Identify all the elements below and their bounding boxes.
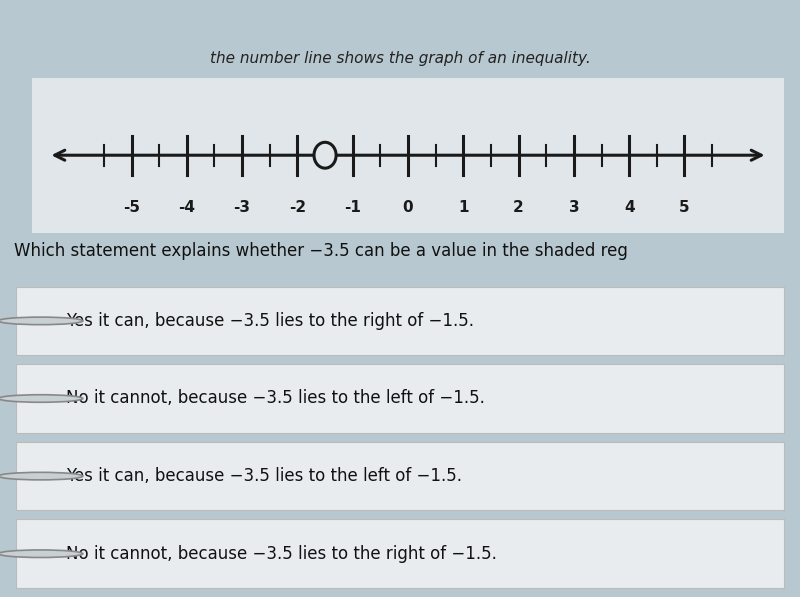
Text: -1: -1 [344,201,361,216]
Text: -4: -4 [178,201,195,216]
Text: the number line shows the graph of an inequality.: the number line shows the graph of an in… [210,51,590,66]
Text: -5: -5 [123,201,140,216]
Text: 4: 4 [624,201,634,216]
Circle shape [314,142,336,168]
Circle shape [0,472,83,480]
Text: Yes it can, because −3.5 lies to the right of −1.5.: Yes it can, because −3.5 lies to the rig… [66,312,474,330]
Text: 1: 1 [458,201,469,216]
Text: 0: 0 [402,201,414,216]
Circle shape [0,395,83,402]
Text: Yes it can, because −3.5 lies to the left of −1.5.: Yes it can, because −3.5 lies to the lef… [66,467,462,485]
Text: Which statement explains whether −3.5 can be a value in the shaded reg: Which statement explains whether −3.5 ca… [14,242,628,260]
Circle shape [0,317,83,325]
Text: -3: -3 [234,201,250,216]
Text: 2: 2 [514,201,524,216]
Text: 5: 5 [679,201,690,216]
Text: -2: -2 [289,201,306,216]
Text: 3: 3 [569,201,579,216]
Text: No it cannot, because −3.5 lies to the left of −1.5.: No it cannot, because −3.5 lies to the l… [66,389,485,408]
Circle shape [0,550,83,558]
Text: No it cannot, because −3.5 lies to the right of −1.5.: No it cannot, because −3.5 lies to the r… [66,544,497,563]
